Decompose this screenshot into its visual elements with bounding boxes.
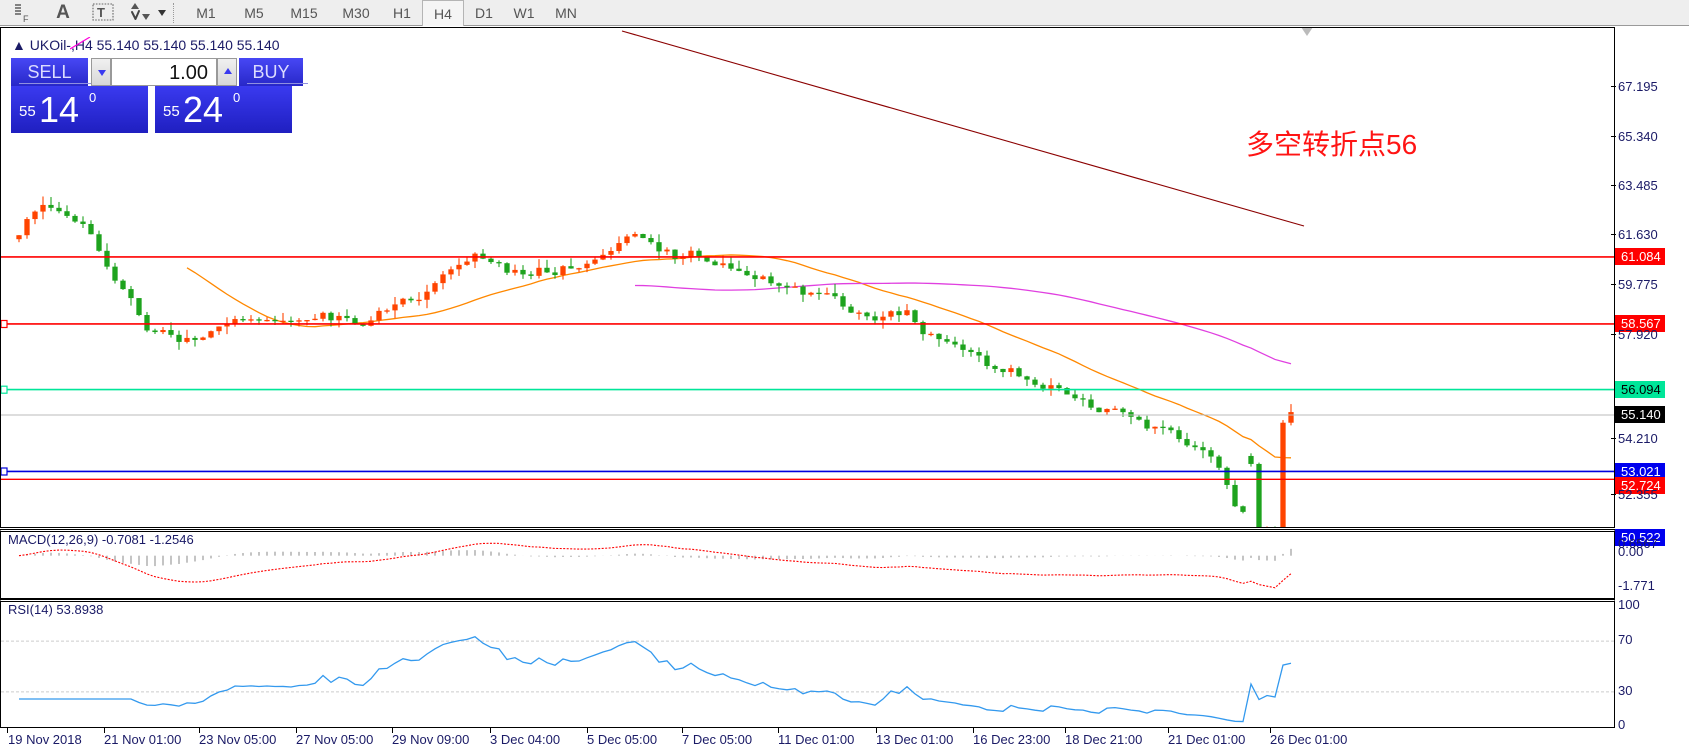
svg-text:F: F	[23, 14, 29, 23]
svg-text:多空转折点56: 多空转折点56	[1246, 129, 1417, 160]
svg-text:T: T	[97, 5, 105, 20]
